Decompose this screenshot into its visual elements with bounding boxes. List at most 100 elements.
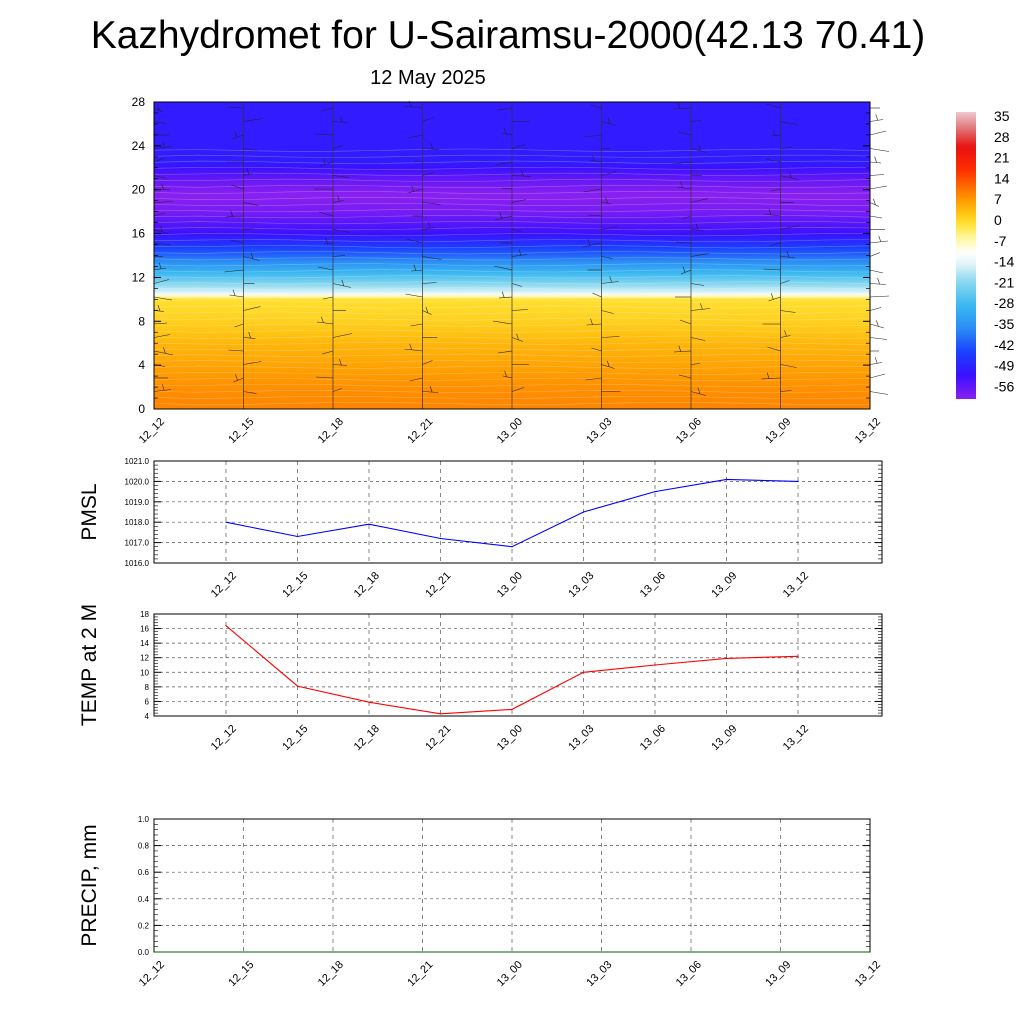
wind-barb	[232, 134, 244, 140]
wind-barb	[153, 334, 171, 338]
wind-barb	[675, 241, 692, 244]
wind-barb	[780, 147, 793, 149]
wind-barb	[332, 175, 350, 178]
wind-barb	[332, 121, 349, 123]
wind-barb-flag	[521, 170, 524, 177]
data-point	[725, 478, 728, 480]
data-point	[582, 511, 585, 513]
wind-barb	[601, 310, 614, 314]
data-point	[869, 951, 871, 953]
x-tick-label: 12_18	[316, 959, 346, 989]
wind-barb	[233, 377, 244, 383]
wind-barb	[869, 283, 887, 285]
wind-barb	[243, 148, 258, 151]
data-point	[439, 713, 442, 715]
wind-barb-flag	[339, 359, 342, 366]
wind-barb	[679, 319, 692, 325]
wind-barb-flag	[590, 318, 593, 325]
wind-barb-flag	[501, 291, 505, 298]
x-tick-label: 13_09	[763, 416, 793, 446]
wind-barb-flag	[878, 235, 882, 242]
wind-barb	[511, 309, 529, 311]
y-tick-label: 12	[132, 270, 146, 284]
wind-barb	[231, 184, 244, 190]
wind-barb	[492, 320, 513, 325]
wind-barb	[422, 360, 433, 365]
data-point	[797, 480, 799, 482]
wind-barb	[225, 215, 244, 218]
wind-barb	[422, 310, 432, 315]
wind-barb	[601, 202, 612, 204]
wind-barb-flag	[232, 289, 236, 296]
wind-barb-flag	[499, 212, 503, 219]
wind-barb	[498, 296, 513, 299]
temperature-colorbar: 35 28 21 14 7 0 -7 -14 -21 -28 -35 -42 -49 -56	[956, 108, 1014, 399]
wind-barb	[585, 377, 602, 381]
wind-barb-flag	[157, 305, 161, 312]
wind-barb	[690, 198, 709, 203]
wind-barb-flag	[873, 198, 876, 205]
wind-barb-flag	[503, 127, 507, 134]
wind-barb	[584, 134, 602, 138]
y-tick-label: 12	[140, 654, 149, 663]
colorbar-label: 7	[994, 191, 1002, 207]
x-tick-label: 13_06	[674, 959, 704, 989]
wind-barb	[332, 333, 353, 338]
wind-barb	[767, 346, 781, 352]
wind-barb	[766, 103, 781, 109]
data-point	[225, 521, 227, 523]
wind-barb-flag	[697, 387, 701, 394]
wind-barb	[153, 175, 168, 179]
wind-barb	[332, 364, 348, 366]
wind-barb	[780, 225, 800, 230]
wind-barb	[869, 337, 888, 340]
y-tick-label: 16	[132, 227, 146, 241]
wind-barb	[227, 106, 244, 109]
wind-barb-flag	[700, 303, 703, 310]
wind-barb	[678, 374, 692, 379]
wind-barb	[601, 364, 615, 369]
wind-barb-flag	[771, 293, 774, 300]
wind-barb-flag	[409, 343, 412, 350]
y-axis-title: TEMP at 2 M	[78, 604, 101, 726]
wind-barb-flag	[161, 384, 165, 391]
data-point	[654, 664, 656, 666]
x-tick-label: 13_00	[495, 570, 525, 600]
data-point	[779, 951, 782, 953]
colorbar-label: 21	[994, 150, 1010, 166]
wind-barb	[243, 256, 260, 261]
wind-barb	[403, 105, 423, 109]
wind-barb	[690, 283, 705, 286]
wind-barb	[511, 337, 524, 342]
wind-barb	[410, 323, 423, 327]
wind-barb	[601, 336, 620, 338]
wind-barb-flag	[341, 279, 345, 286]
wind-barb	[676, 186, 692, 190]
data-point	[332, 951, 334, 953]
pmsl-panel: 1016.0 1017.0 1018.0 1019.0 1020.0 1021.0 12_1…	[78, 457, 883, 600]
wind-barb-flag	[876, 320, 879, 327]
wind-barb	[769, 242, 781, 247]
wind-barb	[511, 199, 527, 203]
x-tick-label: 13_03	[566, 570, 596, 600]
x-tick-label: 13_09	[709, 570, 739, 600]
wind-barb	[243, 391, 257, 394]
wind-barb-flag	[234, 131, 238, 138]
wind-barb	[332, 145, 344, 149]
wind-barb	[780, 310, 796, 313]
wind-barb	[413, 160, 423, 163]
colorbar-label: -35	[994, 316, 1014, 332]
x-tick-label: 13_06	[674, 416, 704, 446]
wind-barb-flag	[518, 249, 522, 256]
wind-barb	[869, 323, 885, 329]
colorbar-label: -56	[994, 378, 1014, 394]
x-tick-label: 12_18	[352, 570, 382, 600]
wind-barb	[409, 377, 423, 382]
wind-barb	[405, 293, 423, 298]
wind-barb	[589, 159, 602, 163]
wind-barb	[764, 213, 781, 217]
x-tick-label: 12_15	[226, 416, 256, 446]
y-tick-label: 0.4	[138, 895, 150, 904]
wind-barb-flag	[161, 183, 164, 190]
